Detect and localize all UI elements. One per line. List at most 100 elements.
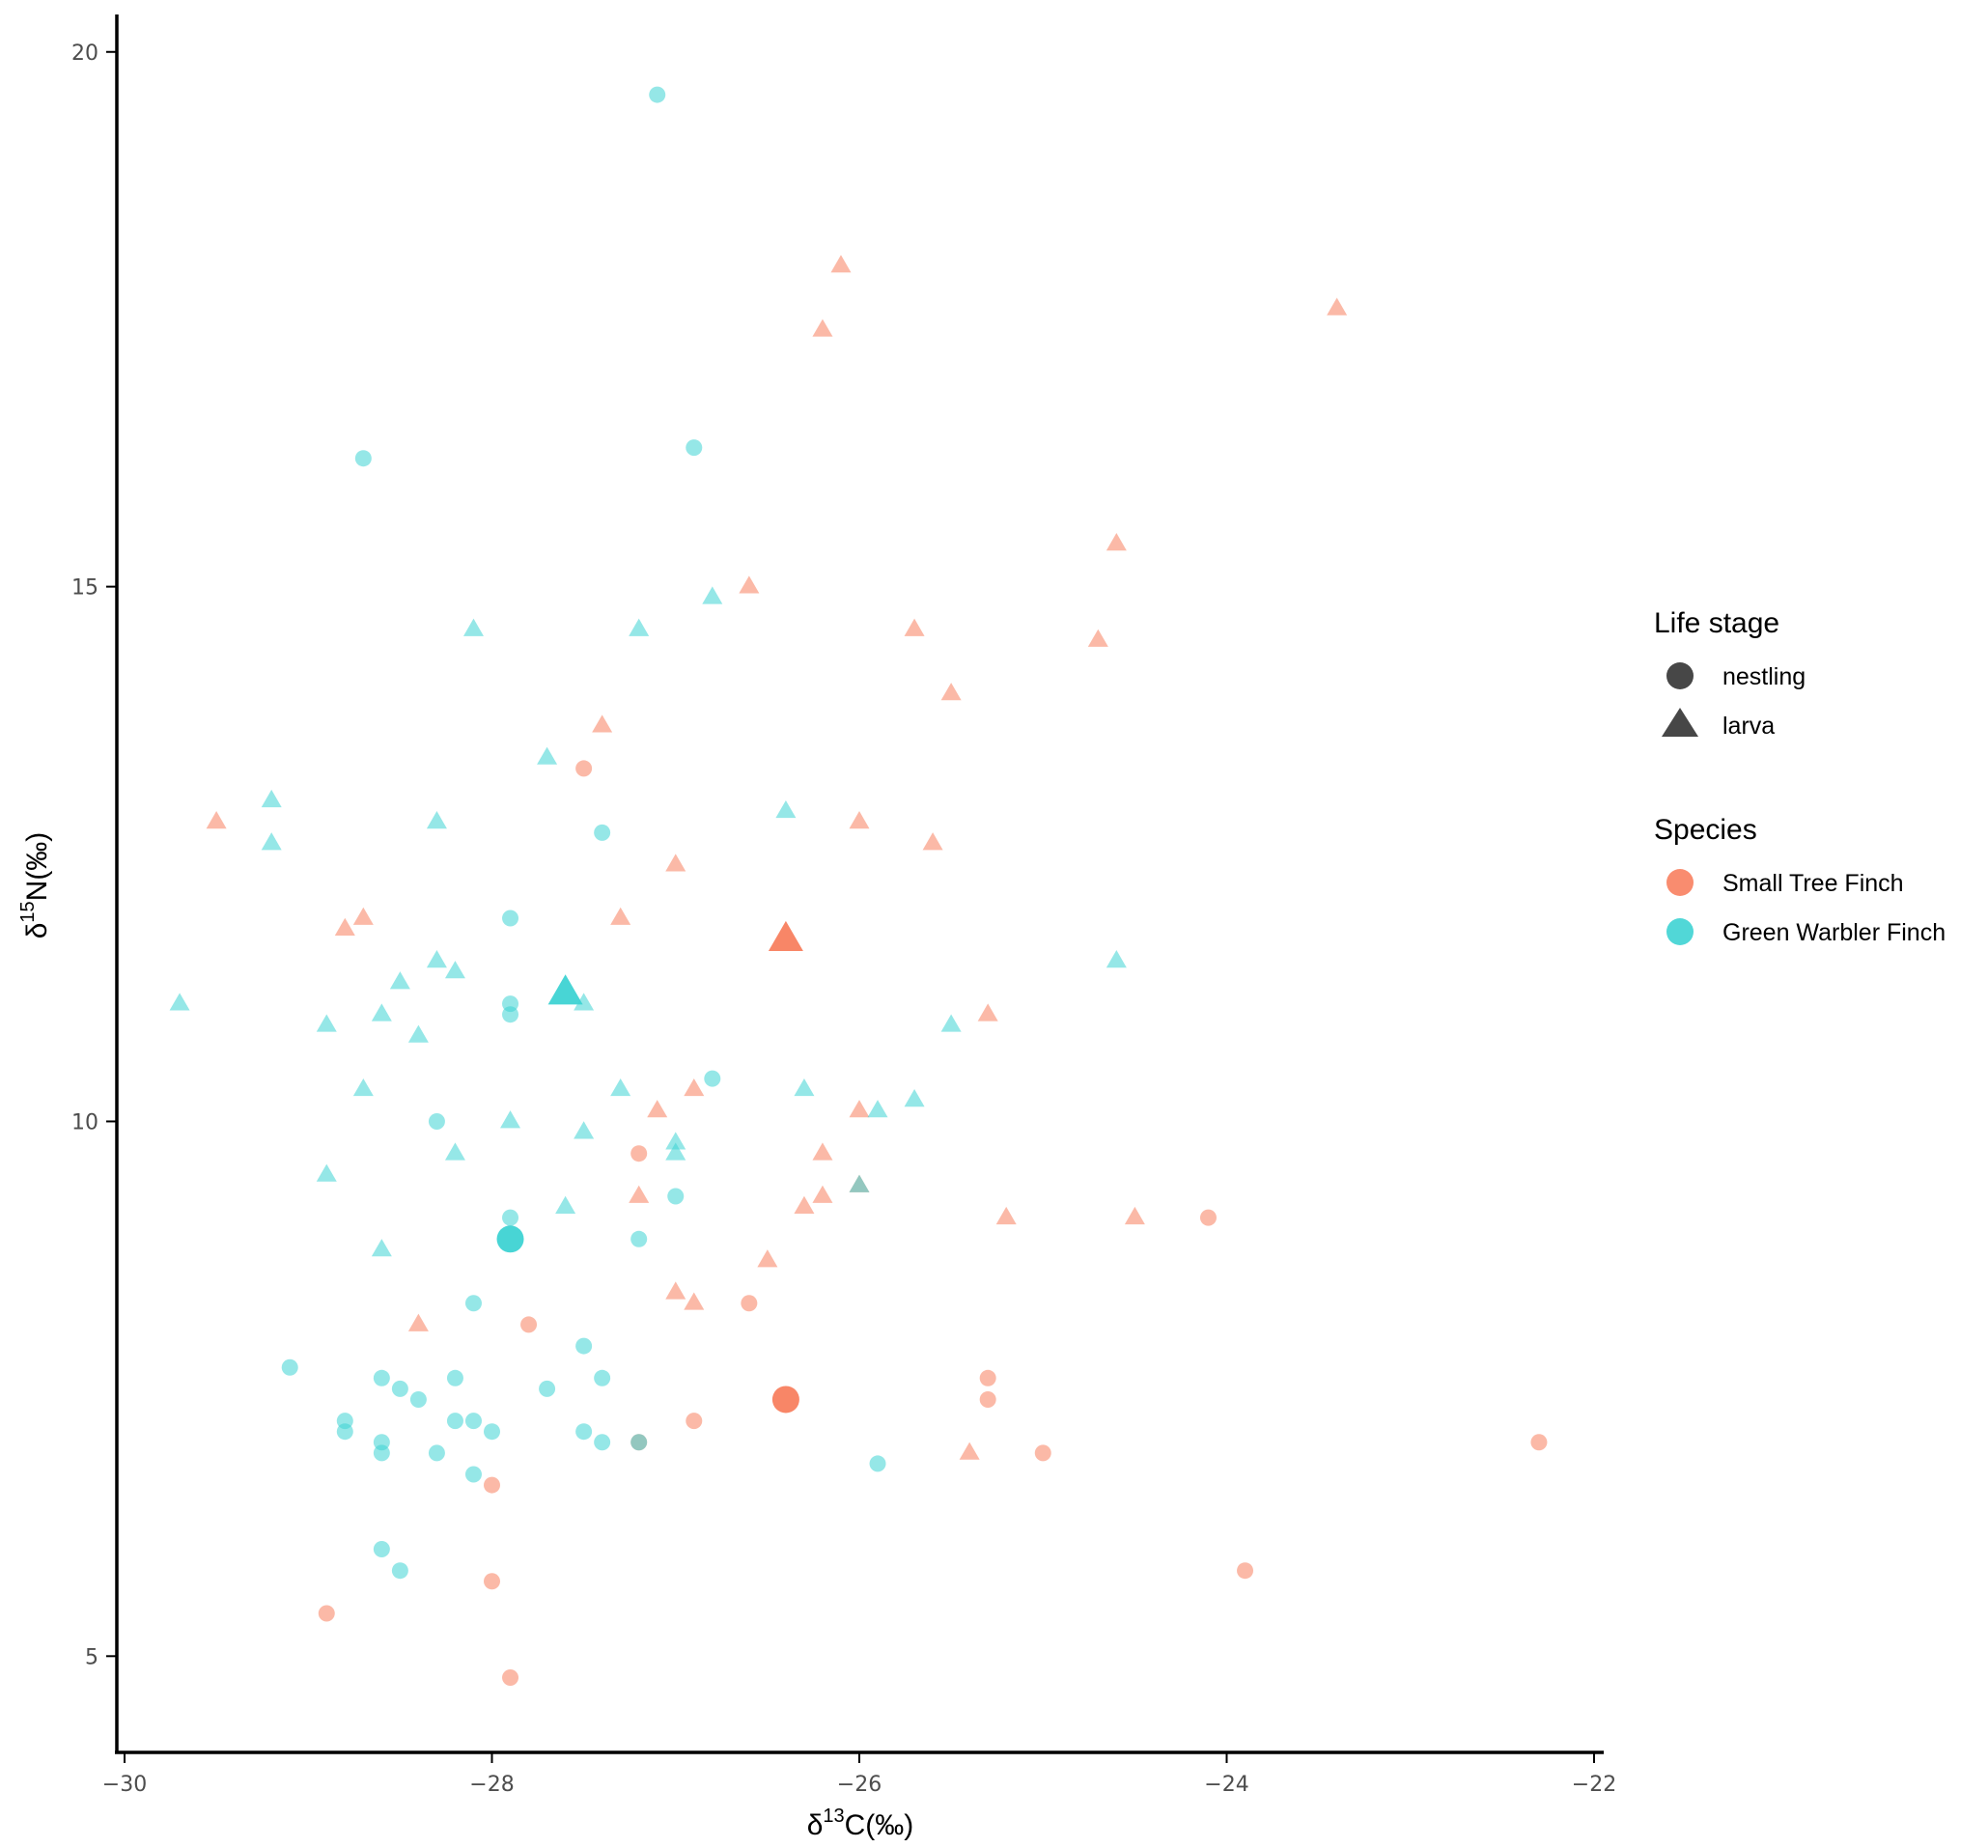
data-point-green-warbler-finch-larva	[1106, 950, 1127, 968]
data-point-small-tree-finch-larva	[959, 1442, 980, 1460]
data-point-green-warbler-finch-nestling	[373, 1369, 390, 1386]
mean-point-green-warbler-finch-larva	[547, 974, 583, 1005]
points-layer	[169, 86, 1548, 1686]
data-point-green-warbler-finch-larva	[665, 1142, 686, 1161]
data-point-small-tree-finch-nestling	[575, 760, 593, 777]
data-point-green-warbler-finch-nestling	[354, 450, 372, 467]
data-point-green-warbler-finch-nestling	[391, 1562, 408, 1580]
data-point-green-warbler-finch-nestling	[428, 1112, 445, 1130]
data-point-green-warbler-finch-larva	[371, 1239, 392, 1257]
data-point-small-tree-finch-larva	[407, 1313, 429, 1331]
data-point-green-warbler-finch-nestling	[502, 1006, 519, 1023]
legend-key-green-warbler-finch	[1666, 918, 1694, 945]
data-point-small-tree-finch-nestling	[1199, 1209, 1217, 1226]
data-point-green-warbler-finch-larva	[389, 971, 410, 990]
data-point-green-warbler-finch-larva	[940, 1014, 962, 1032]
y-tick-label: 20	[71, 42, 98, 66]
data-point-small-tree-finch-larva	[849, 811, 870, 829]
data-point-green-warbler-finch-nestling	[649, 86, 666, 103]
data-point-small-tree-finch-larva	[1106, 533, 1127, 551]
data-point-green-warbler-finch-larva	[574, 993, 595, 1011]
data-point-green-warbler-finch-nestling	[594, 1369, 611, 1386]
data-point-small-tree-finch-larva	[940, 683, 962, 701]
data-point-small-tree-finch-larva	[684, 1078, 705, 1097]
data-point-green-warbler-finch-larva	[500, 1110, 521, 1129]
data-point-green-warbler-finch-larva	[426, 811, 447, 829]
data-point-green-warbler-finch-larva	[775, 799, 797, 819]
data-point-green-warbler-finch-larva	[261, 832, 282, 851]
legend-title-life-stage: Life stage	[1654, 607, 1779, 639]
data-point-green-warbler-finch-nestling	[594, 1434, 611, 1451]
legend: Life stage nestling larva Species Small …	[1654, 607, 1946, 946]
data-point-small-tree-finch-larva	[647, 1100, 668, 1118]
data-point-small-tree-finch-larva	[592, 714, 613, 733]
data-point-green-warbler-finch-nestling	[336, 1423, 353, 1441]
data-point-green-warbler-finch-larva	[665, 1132, 686, 1150]
data-point-green-warbler-finch-nestling	[373, 1444, 390, 1462]
data-point-small-tree-finch-nestling	[741, 1295, 758, 1312]
ticks: −30 −28 −26 −24 −22 5 10 15 20	[71, 42, 1616, 1797]
data-point-green-warbler-finch-larva	[426, 950, 447, 968]
data-point-small-tree-finch-larva	[684, 1292, 705, 1310]
data-point-green-warbler-finch-nestling	[704, 1070, 721, 1087]
legend-label-small-tree-finch: Small Tree Finch	[1722, 870, 1904, 897]
data-point-green-warbler-finch-nestling	[539, 1380, 556, 1397]
data-point-green-warbler-finch-nestling	[464, 1466, 482, 1483]
data-point-green-warbler-finch-larva	[444, 961, 465, 979]
data-point-small-tree-finch-nestling	[520, 1316, 538, 1333]
data-point-green-warbler-finch-nestling	[630, 1230, 648, 1247]
data-point-small-tree-finch-larva	[757, 1249, 778, 1268]
data-point-small-tree-finch-larva	[812, 319, 833, 337]
data-point-green-warbler-finch-larva	[407, 1024, 429, 1043]
data-point-green-warbler-finch-larva	[867, 1100, 888, 1118]
data-point-green-warbler-finch-nestling	[446, 1413, 463, 1430]
data-point-small-tree-finch-larva	[794, 1195, 815, 1214]
data-point-green-warbler-finch-larva	[352, 1078, 374, 1097]
data-point-small-tree-finch-larva	[665, 1281, 686, 1300]
data-point-small-tree-finch-larva	[1327, 297, 1348, 316]
x-tick-label: −26	[837, 1773, 882, 1797]
y-tick-label: 5	[85, 1645, 98, 1669]
mean-point-small-tree-finch-nestling	[771, 1386, 799, 1414]
data-point-green-warbler-finch-nestling	[869, 1455, 886, 1472]
data-point-green-warbler-finch-nestling	[464, 1413, 482, 1430]
data-point-green-warbler-finch-nestling	[391, 1380, 408, 1397]
data-point-small-tree-finch-nestling	[1034, 1444, 1051, 1462]
data-point-small-tree-finch-nestling	[686, 1413, 703, 1430]
mean-point-green-warbler-finch-nestling	[496, 1225, 524, 1253]
x-axis-title: δ13C(‰)	[807, 1806, 914, 1841]
data-point-small-tree-finch-nestling	[502, 1668, 519, 1686]
data-point-green-warbler-finch-larva	[462, 618, 484, 636]
data-point-green-warbler-finch-nestling	[464, 1295, 482, 1312]
data-point-green-warbler-finch-nestling	[686, 439, 703, 457]
data-point-green-warbler-finch-larva	[537, 746, 558, 765]
axes	[115, 14, 1604, 1754]
legend-key-small-tree-finch	[1666, 869, 1694, 896]
data-point-small-tree-finch-larva	[1087, 629, 1108, 647]
x-tick-label: −28	[469, 1773, 514, 1797]
data-point-green-warbler-finch-nestling	[575, 1337, 593, 1355]
x-tick-label: −24	[1204, 1773, 1248, 1797]
data-point-small-tree-finch-nestling	[979, 1369, 996, 1386]
data-point-green-warbler-finch-nestling	[575, 1423, 593, 1441]
data-point-green-warbler-finch-nestling	[502, 910, 519, 927]
legend-title-species: Species	[1654, 814, 1757, 846]
data-point-small-tree-finch-nestling	[630, 1145, 648, 1162]
data-point-green-warbler-finch-nestling	[484, 1423, 500, 1441]
data-point-small-tree-finch-larva	[665, 854, 686, 872]
data-point-small-tree-finch-larva	[812, 1142, 833, 1161]
y-axis-title: δ15N(‰)	[17, 832, 53, 939]
data-point-small-tree-finch-larva	[206, 811, 227, 829]
data-point-small-tree-finch-larva	[922, 832, 943, 851]
data-point-small-tree-finch-larva	[977, 1003, 998, 1022]
data-point-green-warbler-finch-larva	[316, 1163, 337, 1182]
mean-point-small-tree-finch-larva	[768, 920, 803, 952]
data-point-green-warbler-finch-larva	[702, 586, 723, 604]
legend-label-nestling: nestling	[1722, 663, 1806, 690]
legend-key-nestling	[1666, 662, 1694, 689]
data-point-green-warbler-finch-nestling	[630, 1434, 648, 1451]
data-point-green-warbler-finch-larva	[169, 993, 190, 1011]
data-point-green-warbler-finch-larva	[904, 1089, 925, 1107]
data-point-small-tree-finch-nestling	[484, 1476, 500, 1494]
data-point-small-tree-finch-larva	[629, 1185, 650, 1203]
